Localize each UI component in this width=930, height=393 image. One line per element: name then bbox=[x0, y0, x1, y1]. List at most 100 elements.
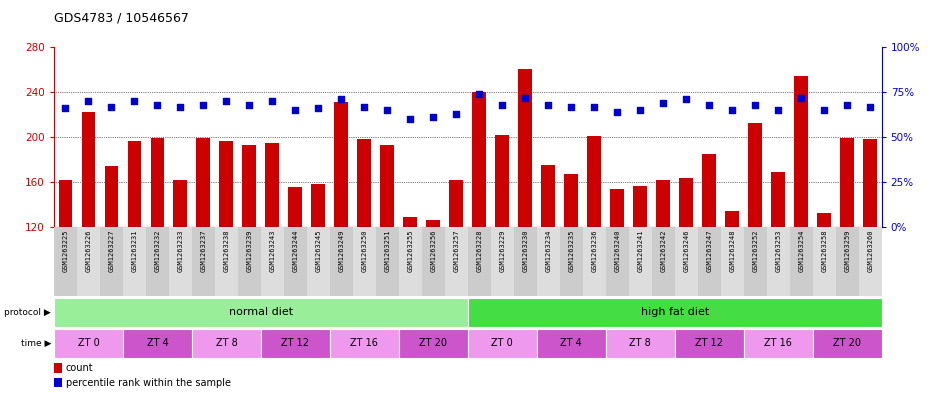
Point bbox=[863, 103, 878, 110]
Text: GSM1263238: GSM1263238 bbox=[223, 229, 230, 272]
Point bbox=[357, 103, 372, 110]
Bar bbox=[243, 145, 257, 227]
Bar bbox=[744, 329, 813, 358]
Point bbox=[379, 107, 394, 113]
Point bbox=[724, 107, 739, 113]
Text: ZT 8: ZT 8 bbox=[216, 338, 237, 348]
Text: GSM1263241: GSM1263241 bbox=[637, 229, 644, 272]
Text: GSM1263251: GSM1263251 bbox=[384, 229, 391, 272]
Text: ZT 4: ZT 4 bbox=[561, 338, 582, 348]
Bar bbox=[863, 140, 877, 227]
Text: GDS4783 / 10546567: GDS4783 / 10546567 bbox=[54, 12, 189, 25]
Point bbox=[334, 96, 349, 103]
Point bbox=[127, 98, 142, 104]
Bar bbox=[605, 227, 629, 296]
Text: GSM1263249: GSM1263249 bbox=[339, 229, 344, 272]
Bar bbox=[766, 227, 790, 296]
Bar bbox=[702, 154, 716, 227]
Bar bbox=[404, 217, 418, 227]
Bar bbox=[588, 136, 601, 227]
Bar bbox=[537, 329, 605, 358]
Text: GSM1263237: GSM1263237 bbox=[200, 229, 206, 272]
Bar bbox=[352, 227, 376, 296]
Point bbox=[771, 107, 786, 113]
Text: GSM1263253: GSM1263253 bbox=[776, 229, 781, 272]
Text: time ▶: time ▶ bbox=[20, 339, 51, 348]
Bar bbox=[399, 329, 468, 358]
Bar bbox=[817, 213, 831, 227]
Bar bbox=[698, 227, 721, 296]
Bar bbox=[260, 227, 284, 296]
Point bbox=[656, 100, 671, 106]
Point bbox=[817, 107, 831, 113]
Text: ZT 16: ZT 16 bbox=[764, 338, 792, 348]
Text: GSM1263242: GSM1263242 bbox=[660, 229, 666, 272]
Bar bbox=[468, 329, 537, 358]
Bar bbox=[196, 138, 210, 227]
Point bbox=[81, 98, 96, 104]
Bar bbox=[54, 227, 77, 296]
Bar bbox=[858, 227, 882, 296]
Bar bbox=[335, 102, 348, 227]
Bar bbox=[468, 298, 882, 327]
Bar bbox=[54, 329, 123, 358]
Text: ZT 16: ZT 16 bbox=[351, 338, 379, 348]
Bar bbox=[749, 123, 762, 227]
Bar bbox=[380, 145, 394, 227]
Text: percentile rank within the sample: percentile rank within the sample bbox=[65, 378, 231, 387]
Bar bbox=[82, 112, 95, 227]
Bar bbox=[192, 329, 260, 358]
Bar bbox=[426, 220, 440, 227]
Bar bbox=[312, 184, 326, 227]
Text: GSM1263259: GSM1263259 bbox=[844, 229, 850, 272]
Bar bbox=[583, 227, 605, 296]
Text: GSM1263246: GSM1263246 bbox=[684, 229, 689, 272]
Bar bbox=[674, 329, 744, 358]
Bar bbox=[633, 185, 647, 227]
Bar bbox=[376, 227, 399, 296]
Bar bbox=[54, 378, 62, 387]
Bar bbox=[468, 227, 491, 296]
Text: count: count bbox=[65, 363, 93, 373]
Point bbox=[426, 114, 441, 121]
Bar bbox=[610, 189, 624, 227]
Point bbox=[173, 103, 188, 110]
Bar bbox=[100, 227, 123, 296]
Point bbox=[840, 102, 855, 108]
Bar bbox=[330, 227, 352, 296]
Text: GSM1263245: GSM1263245 bbox=[315, 229, 322, 272]
Point bbox=[679, 96, 694, 103]
Text: GSM1263232: GSM1263232 bbox=[154, 229, 160, 272]
Text: ZT 12: ZT 12 bbox=[696, 338, 724, 348]
Point bbox=[748, 102, 763, 108]
Bar bbox=[813, 227, 836, 296]
Point bbox=[702, 102, 717, 108]
Bar bbox=[192, 227, 215, 296]
Text: ZT 0: ZT 0 bbox=[491, 338, 513, 348]
Bar bbox=[790, 227, 813, 296]
Text: GSM1263260: GSM1263260 bbox=[867, 229, 873, 272]
Bar bbox=[813, 329, 882, 358]
Text: GSM1263257: GSM1263257 bbox=[453, 229, 459, 272]
Point bbox=[242, 102, 257, 108]
Text: GSM1263233: GSM1263233 bbox=[178, 229, 183, 272]
Point bbox=[104, 103, 119, 110]
Bar bbox=[657, 180, 671, 227]
Bar bbox=[721, 227, 744, 296]
Bar bbox=[265, 143, 279, 227]
Bar bbox=[445, 227, 468, 296]
Bar bbox=[794, 76, 808, 227]
Bar bbox=[127, 141, 141, 227]
Bar bbox=[841, 138, 854, 227]
Bar bbox=[652, 227, 674, 296]
Point bbox=[403, 116, 418, 122]
Point bbox=[632, 107, 647, 113]
Bar bbox=[288, 187, 302, 227]
Text: GSM1263244: GSM1263244 bbox=[292, 229, 299, 272]
Point bbox=[449, 110, 464, 117]
Bar bbox=[77, 227, 100, 296]
Text: GSM1263234: GSM1263234 bbox=[545, 229, 551, 272]
Bar bbox=[284, 227, 307, 296]
Bar bbox=[674, 227, 698, 296]
Point bbox=[150, 102, 165, 108]
